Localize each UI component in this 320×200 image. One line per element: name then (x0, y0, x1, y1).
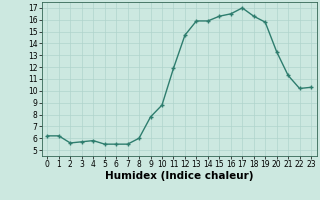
X-axis label: Humidex (Indice chaleur): Humidex (Indice chaleur) (105, 171, 253, 181)
